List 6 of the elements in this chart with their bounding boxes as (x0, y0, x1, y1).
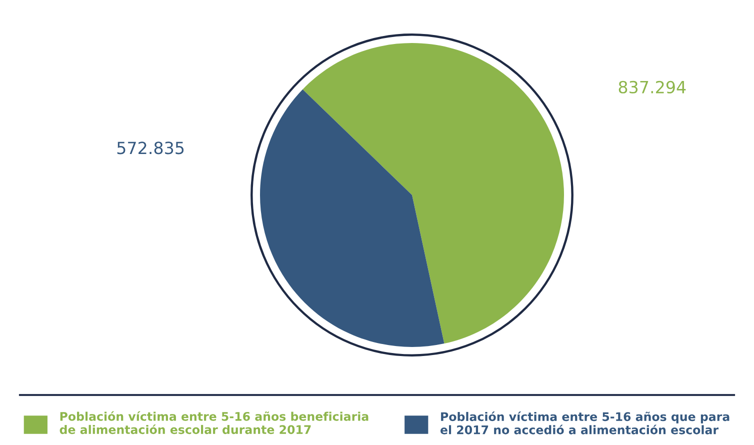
data-label: 837.294 (618, 80, 686, 94)
data-label: 572.835 (117, 142, 184, 154)
legend-label: Población víctima entre 5-16 años que para el 2017 no accedió a alimentación escolar (440, 411, 730, 434)
pie-slice (302, 43, 564, 344)
legend-label: Población víctima entre 5-16 años beneficiaria de alimentación escolar durante 2017 (60, 411, 368, 434)
pie-slice (260, 89, 444, 347)
